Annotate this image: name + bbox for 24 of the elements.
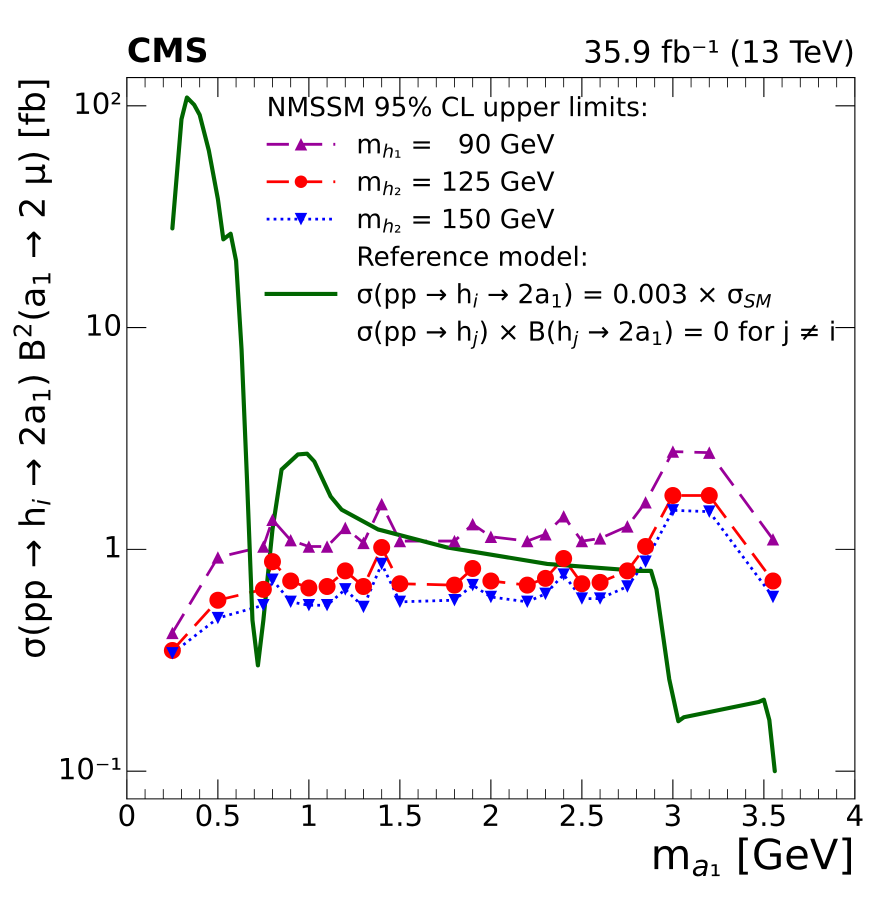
- y-tick-label: 1: [106, 536, 120, 558]
- y-tick-label: 10²: [76, 92, 120, 114]
- y-tick-label: 10: [88, 314, 120, 336]
- x-tick-label: 1: [302, 804, 316, 826]
- legend-label: σ(pp → h$_{i}$ → 2a$_{1}$) = 0.003 × σ$_{SM}$: [358, 283, 771, 309]
- y-tick-label: 10⁻¹: [61, 758, 120, 780]
- annotation: σ(pp → h$_{j}$) × B(h$_{j}$ → 2a$_{1}$) = 0 for j ≠ i: [358, 320, 834, 349]
- x-tick-label: 1.5: [380, 804, 421, 826]
- chart-title: CMS: [128, 37, 206, 62]
- legend-label: m$_{h₁}$ = 90 GeV: [358, 134, 554, 158]
- x-tick-label: 0.5: [196, 804, 239, 826]
- legend-label: m$_{h₂}$ = 150 GeV: [358, 208, 554, 233]
- annotation: Reference model:: [358, 246, 586, 266]
- x-axis-title: m$_{a₁}$ [GeV]: [654, 838, 851, 876]
- x-tick-label: 2: [484, 804, 498, 826]
- legend-title: NMSSM 95% CL upper limits:: [269, 96, 646, 122]
- legend-label: m$_{h₂}$ = 125 GeV: [358, 171, 554, 196]
- x-tick-label: 0: [120, 804, 134, 826]
- chart-subtitle: 35.9 fb⁻¹ (13 TeV): [586, 39, 852, 67]
- x-tick-label: 3: [666, 804, 680, 826]
- x-tick-label: 4: [847, 804, 863, 826]
- x-tick-label: 2.5: [560, 804, 603, 826]
- text: σ(pp → h$_{i}$ → 2a$_{1}$) B$^{2}$(a$_{1}$ → 2 μ) [fb]: [13, 80, 52, 657]
- x-tick-label: 3.5: [742, 804, 785, 826]
